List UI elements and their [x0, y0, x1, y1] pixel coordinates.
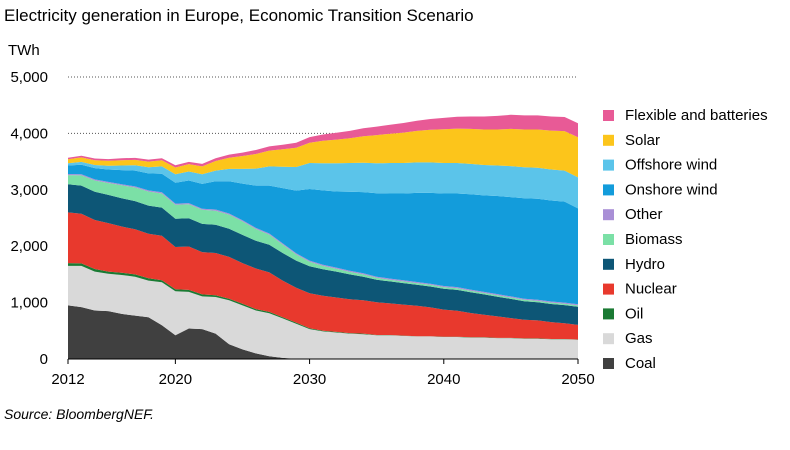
legend-label: Offshore wind	[625, 157, 717, 174]
legend-label: Oil	[625, 305, 643, 322]
legend-label: Biomass	[625, 231, 683, 248]
area-series-coal	[68, 305, 578, 359]
legend-swatch	[603, 134, 614, 146]
gridlines	[68, 76, 578, 134]
legend-swatch	[603, 184, 614, 196]
area-series-hydro	[68, 184, 578, 325]
y-tick-label: 5,000	[10, 69, 48, 86]
area-series-biomass	[68, 175, 578, 307]
area-series-nuclear	[68, 212, 578, 340]
x-tick-label: 2030	[293, 371, 326, 388]
area-series-solar	[68, 128, 578, 178]
legend-label: Onshore wind	[625, 181, 718, 198]
area-series-flexible-and-batteries	[68, 114, 578, 168]
legend-swatch	[603, 333, 614, 345]
legend-label: Nuclear	[625, 281, 677, 298]
x-tick-label: 2050	[561, 371, 594, 388]
legend-swatch	[603, 234, 614, 245]
legend-swatch	[603, 258, 614, 270]
y-tick-label: 0	[40, 351, 48, 368]
legend-swatch	[603, 110, 614, 121]
legend-swatch	[603, 283, 614, 295]
legend-swatch	[603, 308, 614, 320]
y-tick-label: 4,000	[10, 125, 48, 142]
y-tick-label: 3,000	[10, 182, 48, 199]
legend-label: Coal	[625, 355, 656, 372]
legend-label: Other	[625, 206, 663, 223]
x-tick-label: 2020	[159, 371, 192, 388]
legend-swatch	[603, 209, 614, 221]
legend-label: Solar	[625, 132, 660, 149]
legend-swatch	[603, 159, 614, 171]
source-note: Source: BloombergNEF.	[4, 406, 154, 422]
y-tick-label: 1,000	[10, 295, 48, 312]
area-series-onshore-wind	[68, 164, 578, 305]
y-tick-label: 2,000	[10, 238, 48, 255]
legend-swatch	[603, 358, 614, 369]
legend: Flexible and batteries Solar Offshore wind…	[603, 107, 768, 372]
legend-label: Gas	[625, 330, 653, 347]
area-series-group	[68, 114, 578, 359]
legend-label: Flexible and batteries	[625, 107, 768, 124]
area-series-gas	[68, 265, 578, 359]
y-axis-label: TWh	[8, 42, 40, 59]
legend-label: Hydro	[625, 256, 665, 273]
axes: TWh 0 1,000 2,000 3,000 4,000 5,000 2012 2020 203…	[8, 42, 595, 388]
chart-title: Electricity generation in Europe, Econom…	[4, 6, 474, 25]
x-tick-label: 2040	[427, 371, 460, 388]
area-series-offshore-wind	[68, 161, 578, 209]
area-series-other	[68, 174, 578, 306]
x-tick-label: 2012	[51, 371, 84, 388]
